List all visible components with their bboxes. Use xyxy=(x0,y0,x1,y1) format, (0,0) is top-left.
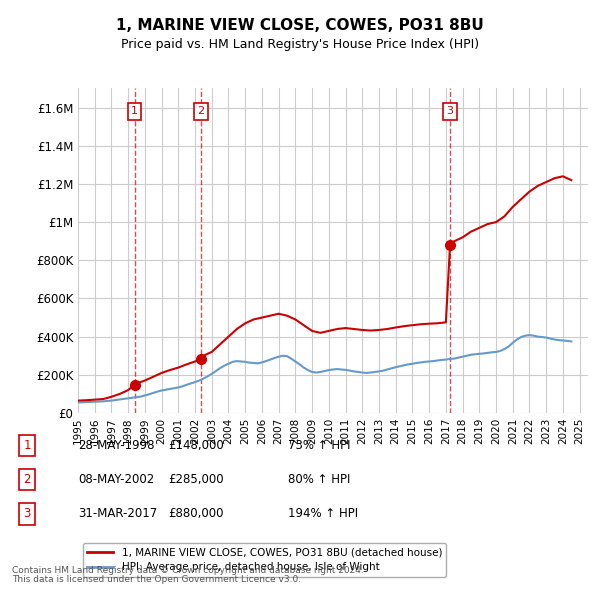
Text: 08-MAY-2002: 08-MAY-2002 xyxy=(78,473,154,486)
Text: 73% ↑ HPI: 73% ↑ HPI xyxy=(288,439,350,452)
Text: This data is licensed under the Open Government Licence v3.0.: This data is licensed under the Open Gov… xyxy=(12,575,301,584)
Text: £148,000: £148,000 xyxy=(168,439,224,452)
Text: 31-MAR-2017: 31-MAR-2017 xyxy=(78,507,157,520)
Text: £285,000: £285,000 xyxy=(168,473,224,486)
Text: Price paid vs. HM Land Registry's House Price Index (HPI): Price paid vs. HM Land Registry's House … xyxy=(121,38,479,51)
Text: Contains HM Land Registry data © Crown copyright and database right 2024.: Contains HM Land Registry data © Crown c… xyxy=(12,566,364,575)
Text: 1: 1 xyxy=(23,439,31,452)
Text: 28-MAY-1998: 28-MAY-1998 xyxy=(78,439,155,452)
Text: 1, MARINE VIEW CLOSE, COWES, PO31 8BU: 1, MARINE VIEW CLOSE, COWES, PO31 8BU xyxy=(116,18,484,32)
Text: 2: 2 xyxy=(23,473,31,486)
Text: 2: 2 xyxy=(197,106,205,116)
Text: 80% ↑ HPI: 80% ↑ HPI xyxy=(288,473,350,486)
Text: 3: 3 xyxy=(23,507,31,520)
Text: £880,000: £880,000 xyxy=(168,507,224,520)
Text: 1: 1 xyxy=(131,106,138,116)
Legend: 1, MARINE VIEW CLOSE, COWES, PO31 8BU (detached house), HPI: Average price, deta: 1, MARINE VIEW CLOSE, COWES, PO31 8BU (d… xyxy=(83,543,446,576)
Text: 3: 3 xyxy=(446,106,454,116)
Text: 194% ↑ HPI: 194% ↑ HPI xyxy=(288,507,358,520)
